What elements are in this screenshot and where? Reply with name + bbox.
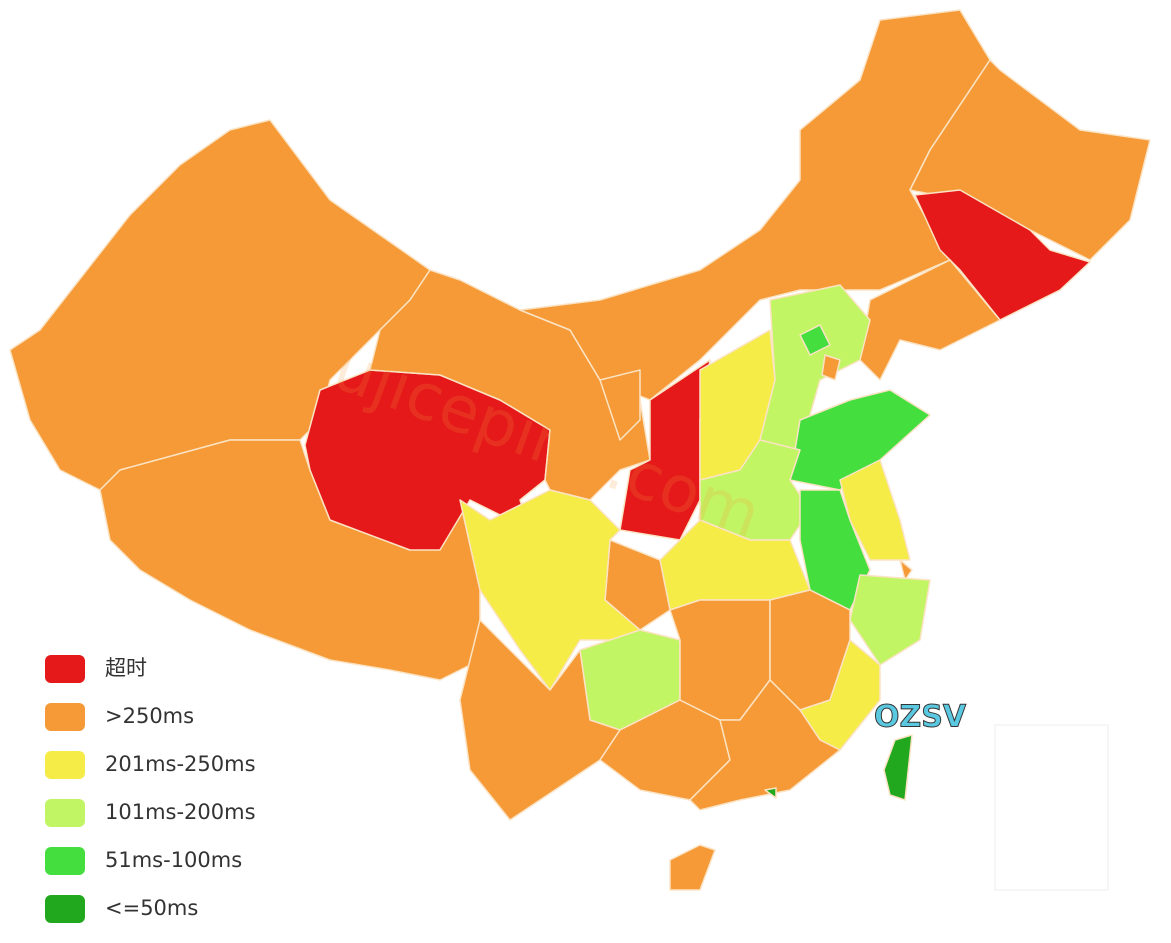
legend-swatch: [45, 703, 85, 731]
region: [859, 259, 1001, 381]
region: [789, 389, 931, 491]
region: [599, 369, 641, 441]
region: [821, 354, 841, 381]
legend: 超时 >250ms 201ms-250ms 101ms-200ms 51ms-100ms…: [45, 655, 256, 923]
inset-frame: [994, 724, 1109, 891]
region: [459, 489, 641, 691]
legend-label: >250ms: [105, 704, 194, 728]
region: [799, 324, 831, 356]
legend-label: <=50ms: [105, 896, 198, 920]
regions: [9, 9, 1151, 891]
region: [849, 574, 931, 666]
legend-label: 101ms-200ms: [105, 800, 256, 824]
legend-swatch: [45, 655, 85, 683]
legend-swatch: [45, 847, 85, 875]
region: [689, 679, 841, 811]
region: [759, 284, 871, 451]
legend-label: 51ms-100ms: [105, 848, 242, 872]
legend-label: 超时: [105, 656, 147, 680]
badge: OZSV: [874, 700, 967, 735]
legend-swatch: [45, 895, 85, 923]
legend-label: 201ms-250ms: [105, 752, 256, 776]
legend-swatch: [45, 799, 85, 827]
legend-swatch: [45, 751, 85, 779]
region: [883, 734, 913, 801]
region: [764, 787, 777, 799]
region: [899, 559, 913, 581]
region: [669, 844, 716, 891]
